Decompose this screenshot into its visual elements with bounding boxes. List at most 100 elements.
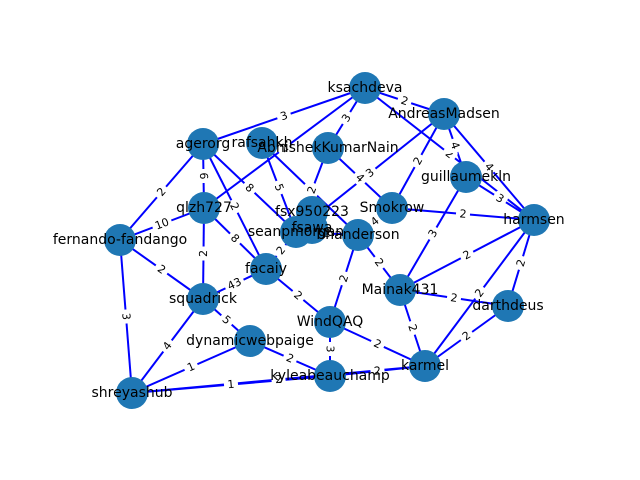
edge-weight-text: 3: [119, 313, 133, 321]
node-label-kyleabeauchamp: kyleabeauchamp: [270, 368, 390, 384]
edge-weight-label: 2: [446, 290, 462, 306]
node-guillaumekln: [450, 161, 482, 193]
node-windqaq: [314, 306, 346, 338]
edge-weight-text: 3: [324, 346, 337, 353]
node-label-fsx950223: fsx950223: [275, 204, 349, 220]
edge-weight-text: 2: [274, 373, 282, 387]
node-label-dynamicwebpaige: dynamicwebpaige: [186, 333, 314, 349]
edge-weight-box: [282, 350, 298, 367]
edge-weight-label: 2: [409, 152, 427, 170]
edge-weight-label: 2: [404, 320, 421, 336]
edge-weight-box: [338, 109, 355, 127]
edge-weight-label: 2: [513, 255, 529, 271]
edge-weight-text: 5: [272, 182, 287, 193]
node-rafsahkh: [246, 127, 278, 159]
node-label-bhanderson: bhanderson: [316, 227, 399, 243]
edge-weight-box: [513, 255, 529, 271]
edge-weight-text: 2: [514, 258, 528, 268]
edge-weight-box: [241, 179, 258, 197]
edge-weight-text: 43: [225, 275, 243, 293]
node-label-qlzh727: qlzh727: [176, 200, 232, 216]
edge-weight-box: [276, 108, 292, 124]
edge-weight-box: [458, 327, 475, 345]
edge-weight-label: 10: [151, 215, 173, 233]
edge-weight-box: [271, 372, 286, 387]
edge-weight-box: [336, 270, 352, 287]
node-label-darthdeus: darthdeus: [472, 298, 543, 314]
edge-weight-box: [424, 225, 442, 242]
node-label-facaiy: facaiy: [245, 261, 287, 277]
edge-weight-label: 4: [480, 158, 498, 176]
edge-weight-label: 2: [272, 242, 290, 259]
edge-weight-box: [370, 254, 388, 271]
edge-weight-label: 2: [458, 327, 475, 345]
node-qlzh727: [188, 192, 220, 224]
edge-weight-text: 2: [373, 364, 381, 378]
node-karmel: [409, 350, 441, 382]
edge-weight-text: 2: [284, 351, 296, 366]
node-label-smokrow: Smokrow: [360, 200, 425, 216]
node-agerorg: [187, 128, 219, 160]
edge-weight-label: 4: [159, 337, 176, 355]
edge-weight-box: [351, 169, 369, 187]
node-label-squadrick: squadrick: [169, 291, 238, 307]
edge-weight-box: [118, 309, 134, 324]
edge-weight-box: [396, 93, 413, 109]
edge-weight-box: [223, 274, 246, 294]
edge-weight-box: [471, 284, 488, 302]
node-label-seanpmorgan: seanpmorgan: [248, 224, 344, 240]
edge-weight-box: [447, 137, 463, 154]
edge-weight-label: 2: [396, 93, 413, 109]
edge-weight-text: 2: [305, 184, 320, 195]
node-label-shreyashub: shreyashub: [91, 385, 172, 401]
edge-weight-box: [183, 359, 199, 375]
edge-weight-box: [446, 290, 462, 306]
edge-weight-label: 4: [351, 169, 369, 187]
edge-weight-label: 2: [276, 139, 293, 157]
node-dynamicwebpaige: [234, 325, 266, 357]
edge-weight-label: 2: [226, 198, 243, 215]
node-label-andreasmadsen: AndreasMadsen: [388, 106, 500, 122]
node-label-fernando-fandango: fernando-fandango: [53, 232, 187, 248]
edge-weight-box: [153, 183, 170, 201]
edge-weight-box: [289, 287, 307, 304]
node-label-agerorg: agerorg: [176, 136, 231, 152]
node-smokrow: [376, 192, 408, 224]
edge-weight-box: [218, 311, 235, 329]
edge-weight-box: [159, 337, 176, 355]
edge-weight-label: 43: [223, 274, 246, 294]
edge-weight-label: 8: [241, 179, 258, 197]
edge-weight-box: [196, 246, 211, 261]
edge-weight-box: [491, 190, 509, 207]
edge-weight-box: [323, 342, 337, 356]
edge-weight-label: 5: [218, 311, 235, 329]
edge-weight-text: 2: [399, 94, 410, 109]
edge-weight-text: 1: [185, 360, 197, 375]
edge-weight-box: [226, 230, 244, 247]
node-ksachdeva: [349, 72, 381, 104]
edge-weight-label: 3: [491, 190, 509, 207]
edge-weight-label: 2: [455, 206, 471, 222]
edge-weight-label: 2: [458, 246, 476, 264]
edge-weight-text: 2: [405, 323, 420, 334]
edge-labels-layer: 3232242432682452433108242222322222432224…: [118, 93, 529, 392]
edge-weight-box: [369, 336, 386, 352]
edge-weight-box: [458, 246, 476, 264]
edge-weight-label: 2: [370, 254, 388, 271]
edge-weight-text: 2: [450, 291, 459, 305]
edge-weight-text: 6: [197, 172, 210, 179]
edge-weight-label: 2: [370, 363, 385, 379]
node-kyleabeauchamp: [314, 360, 346, 392]
edge-weight-box: [370, 363, 385, 379]
edge-weight-label: 5: [271, 179, 287, 196]
edge-weight-label: 4: [447, 137, 463, 154]
node-label-ksachdeva: ksachdeva: [328, 80, 403, 96]
edge-weight-box: [196, 168, 211, 184]
edge-weight-label: 2: [153, 183, 170, 201]
edge-weight-text: 4: [448, 140, 463, 151]
edge-weight-label: 2: [196, 246, 211, 261]
edge-weight-label: 2: [336, 270, 352, 287]
edge-weight-label: 8: [226, 230, 244, 247]
edge-weight-label: 2: [153, 261, 170, 278]
